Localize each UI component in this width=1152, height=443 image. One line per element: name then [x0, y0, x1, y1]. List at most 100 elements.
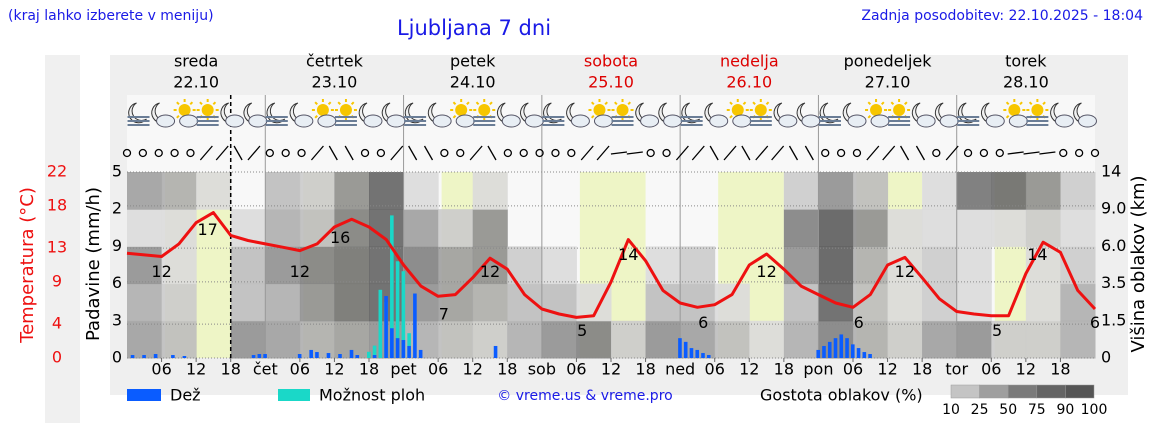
precip-bar: [822, 345, 826, 358]
x-tick-label: 06: [981, 360, 1001, 379]
cloud: [870, 114, 890, 128]
x-tick-label: 18: [774, 360, 794, 379]
sun-ray: [1005, 114, 1010, 119]
x-tick-label: pon: [803, 360, 833, 379]
cloud-cell: [922, 209, 958, 247]
weather-icon: [566, 102, 590, 128]
wind-barb: [310, 145, 324, 161]
wind-calm: [963, 148, 973, 158]
cloud: [570, 114, 590, 128]
cloud: [985, 114, 1005, 128]
cloud-cell: [265, 320, 301, 359]
wind-barb: [344, 145, 354, 161]
wind-calm: [1074, 148, 1084, 158]
x-tick-label: 18: [1050, 360, 1070, 379]
cloud-legend-title: Gostota oblakov (%): [760, 386, 923, 405]
wind-calm: [281, 148, 290, 158]
temperature-line: [126, 211, 1097, 319]
wind-calm: [154, 148, 163, 158]
weather-icon: [381, 102, 406, 128]
sun: [893, 104, 906, 116]
cloud-cell: [714, 320, 750, 359]
wind-calm: [519, 148, 528, 158]
weather-icon: [243, 102, 268, 128]
temp-label: 17: [197, 220, 217, 239]
sun-ray: [314, 101, 318, 106]
temp-tick-label: 0: [52, 348, 62, 367]
cloud-legend-swatch: [1007, 384, 1038, 399]
x-tick-label: 18: [635, 360, 655, 379]
cloud: [709, 114, 729, 128]
precip-bar: [401, 271, 406, 358]
x-tick-label: 18: [912, 360, 932, 379]
precip-bar: [355, 355, 360, 358]
weather-icon: [173, 99, 199, 128]
weather-icon: [289, 102, 314, 128]
weather-icon: [818, 102, 841, 126]
sun-ray: [327, 101, 332, 106]
weather-icon: [588, 99, 613, 128]
weather-icon: [220, 102, 245, 128]
wind-barb: [882, 145, 896, 161]
wind-barb: [1039, 151, 1056, 155]
temp-label: 12: [151, 262, 171, 281]
legend-swatch: [278, 389, 310, 401]
sun-ray: [337, 101, 342, 106]
precip-bar: [395, 338, 400, 358]
sun-ray: [452, 101, 457, 106]
wind-calm: [836, 148, 846, 158]
cloud-cell: [472, 320, 508, 359]
precip-bar: [706, 355, 711, 358]
cloud-cell: [472, 209, 508, 247]
weather-icon: [842, 102, 867, 128]
cloud-cell: [645, 246, 681, 285]
cloud: [778, 114, 798, 128]
sun-ray: [176, 101, 180, 106]
day-date: 28.10: [1003, 73, 1049, 92]
temp-label: 6: [698, 313, 708, 332]
sun: [478, 104, 491, 116]
weather-icon: [749, 99, 772, 126]
cloud-cell: [818, 246, 854, 285]
cloud-tick-label: 9.0: [1101, 199, 1126, 218]
sun-ray: [880, 101, 885, 106]
precip-bar: [833, 338, 838, 358]
weather-icon: [127, 102, 150, 126]
wind-barb: [1023, 151, 1040, 155]
weather-icon: [680, 102, 703, 126]
cloud-cell: [680, 246, 716, 285]
copyright: © vreme.us & vreme.pro: [497, 388, 672, 404]
weather-icon: [265, 102, 288, 126]
sun-ray: [765, 101, 770, 106]
cloud: [1054, 114, 1074, 128]
cloud-cell: [991, 172, 1027, 210]
wind-calm: [646, 148, 655, 158]
wind-calm: [297, 148, 306, 158]
x-tick-label: čet: [253, 360, 278, 379]
cloud-cell: [887, 320, 923, 359]
wind-calm: [1090, 148, 1100, 158]
cloud-cell: [818, 209, 854, 247]
cloud: [801, 114, 821, 128]
weather-icon: [151, 102, 176, 128]
cloud: [640, 114, 660, 128]
x-tick-label: 06: [843, 360, 863, 379]
wind-barb: [1007, 151, 1024, 155]
sun: [201, 104, 214, 116]
legend-label: Dež: [170, 386, 201, 405]
cloud: [1008, 114, 1028, 128]
cloud-cell: [645, 320, 681, 359]
precip-bar: [384, 296, 388, 358]
cloud-cell: [230, 283, 266, 322]
wind-barb: [626, 151, 643, 155]
cloud-cell: [507, 320, 543, 359]
wind-calm: [852, 148, 862, 158]
wind-barb: [755, 145, 769, 161]
temp-label: 12: [756, 262, 776, 281]
cloud-legend-label: 90: [1056, 402, 1074, 418]
precip-bar: [701, 353, 705, 358]
x-tick-label: 18: [497, 360, 517, 379]
sun-ray: [1028, 101, 1033, 106]
weather-icon: [1073, 102, 1097, 128]
precip-bar: [372, 345, 377, 358]
